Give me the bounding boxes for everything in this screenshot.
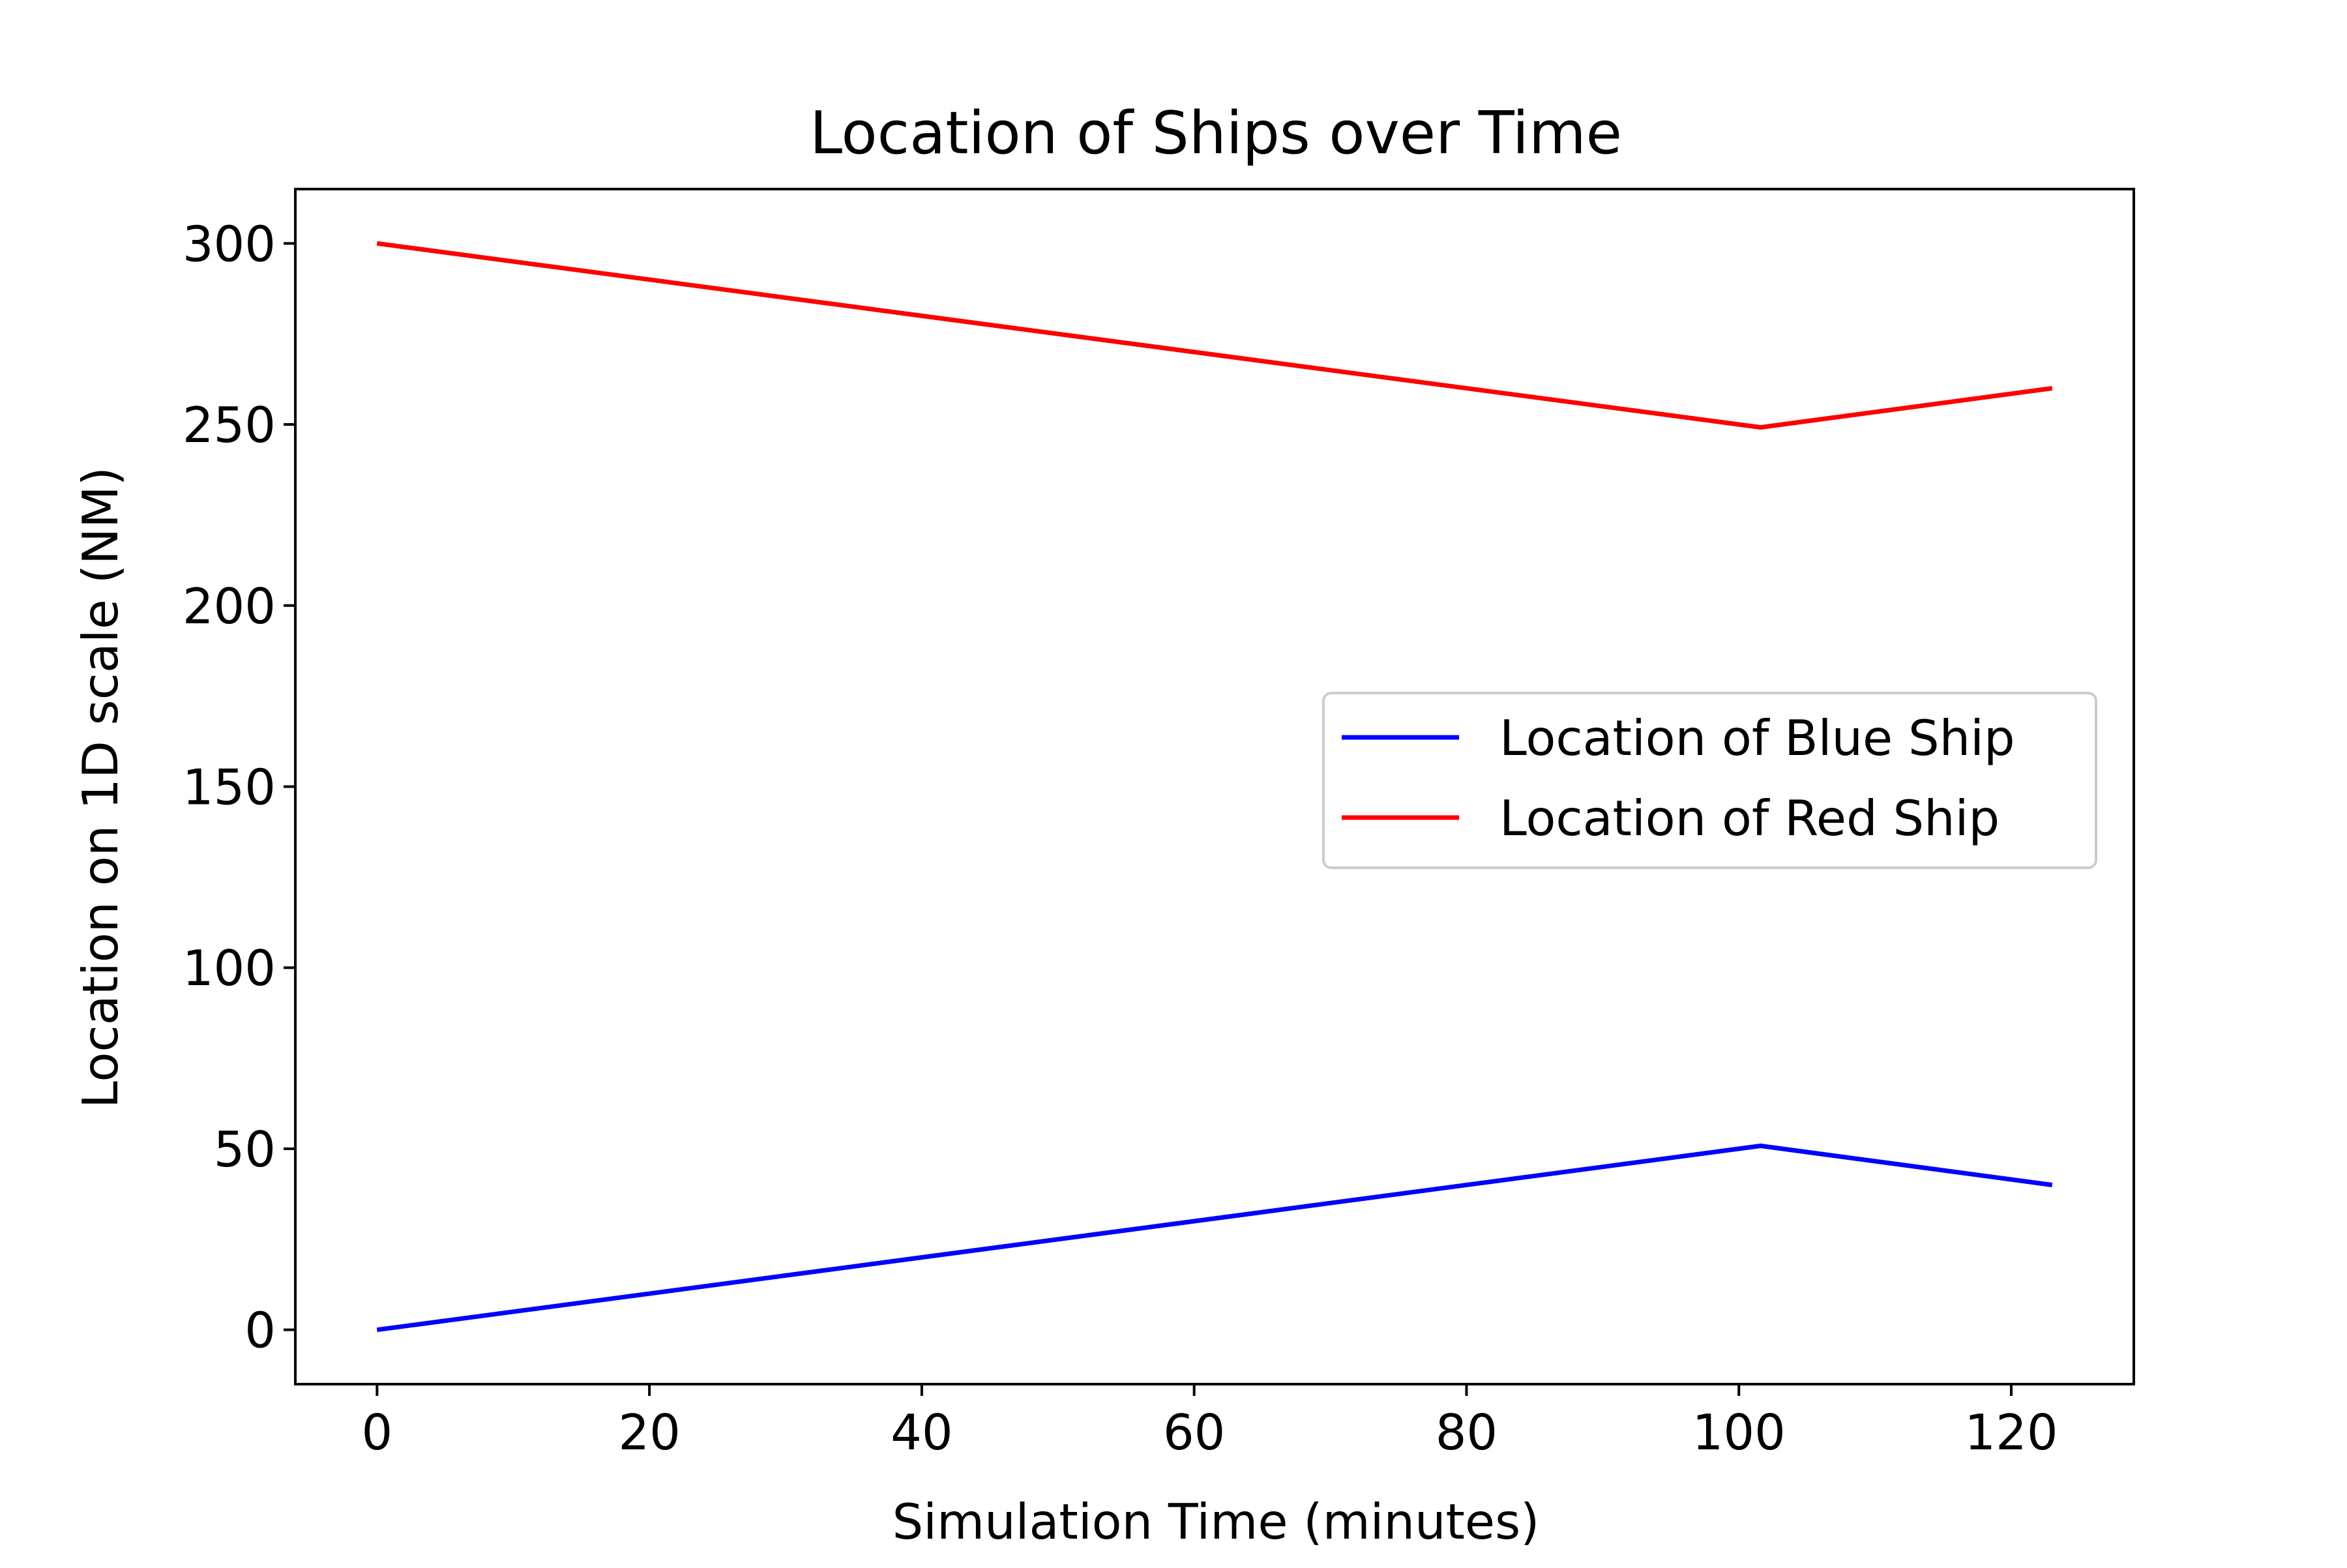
x-tick-label: 40 [891,1404,952,1461]
x-tick-label: 120 [1964,1404,2058,1461]
x-tick-label: 100 [1692,1404,1786,1461]
y-tick-label: 100 [183,939,276,997]
y-tick-label: 200 [183,578,276,635]
y-tick-label: 250 [183,396,276,454]
legend: Location of Blue Ship Location of Red Shi… [1323,693,2096,868]
y-tick-label: 300 [183,215,276,273]
legend-label-0: Location of Blue Ship [1499,709,2015,767]
y-axis-label: Location on 1D scale (NM) [72,467,129,1108]
x-tick-label: 80 [1436,1404,1498,1461]
x-axis-label: Simulation Time (minutes) [893,1493,1540,1550]
y-tick-label: 150 [183,759,276,816]
y-tick-label: 50 [214,1121,276,1178]
x-tick-label: 60 [1163,1404,1225,1461]
x-tick-label: 20 [618,1404,680,1461]
legend-label-1: Location of Red Ship [1499,790,2000,847]
chart-title: Location of Ships over Time [810,99,1622,168]
x-tick-label: 0 [361,1404,392,1461]
y-tick-label: 0 [244,1302,276,1359]
